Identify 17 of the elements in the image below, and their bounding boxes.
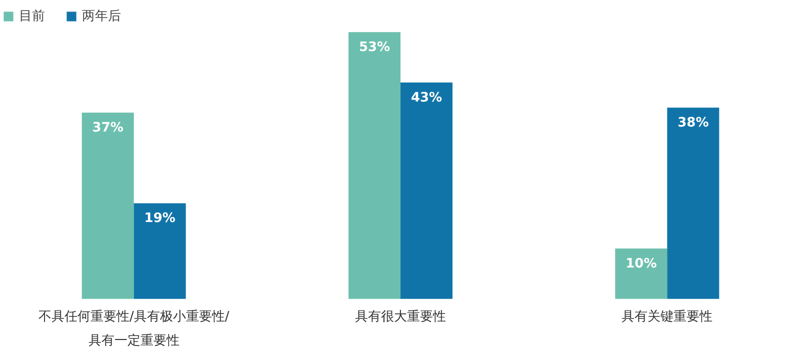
x-tick-label: 不具任何重要性/具有极小重要性/具有一定重要性 (38, 310, 230, 348)
data-label: 19% (144, 211, 176, 226)
data-label: 38% (678, 116, 709, 131)
legend-label: 两年后 (82, 8, 121, 25)
data-label: 10% (626, 256, 657, 272)
bar (667, 108, 720, 299)
bar (615, 248, 668, 299)
x-tick-label: 具有很大重要性 (355, 310, 446, 324)
bar (134, 203, 186, 299)
bar (400, 82, 452, 299)
bar (348, 32, 400, 299)
legend-label: 目前 (19, 8, 45, 25)
data-label: 43% (410, 90, 442, 106)
data-label: 53% (358, 40, 390, 56)
x-tick-label: 具有关键重要性 (622, 310, 713, 324)
bar (82, 112, 134, 299)
data-label: 37% (92, 120, 124, 136)
